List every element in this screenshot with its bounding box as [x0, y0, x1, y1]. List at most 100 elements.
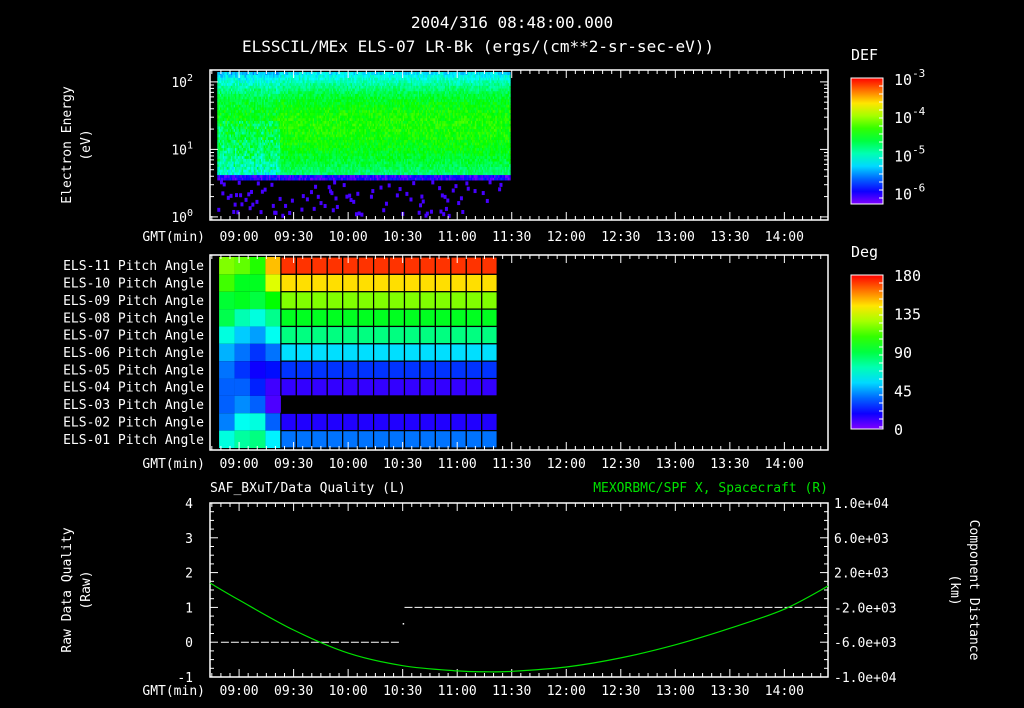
spectrogram-cell [262, 158, 264, 162]
spectrogram-cell [304, 74, 307, 78]
spectrogram-cell [315, 161, 318, 165]
spectrogram-cell [314, 172, 316, 176]
spectrogram-cell [329, 163, 331, 167]
spectrogram-cell [247, 131, 249, 135]
spectrogram-cell [326, 150, 328, 154]
spectrogram-cell [331, 120, 334, 124]
spectrogram-cell [240, 202, 244, 207]
spectrogram-cell [383, 139, 386, 143]
spectrogram-cell [311, 134, 313, 138]
spectrogram-cell [232, 107, 234, 111]
spectrogram-cell [322, 82, 324, 86]
spectrogram-cell [243, 117, 245, 121]
spectrogram-cell [217, 174, 219, 178]
spectrogram-cell [262, 74, 264, 78]
spectrogram-cell [255, 131, 258, 135]
spectrogram-cell [247, 142, 249, 146]
spectrogram-cell [364, 120, 367, 124]
spectrogram-cell [375, 150, 378, 154]
spectrogram-cell [315, 115, 318, 119]
spectrogram-cell [270, 131, 273, 135]
spectrogram-cell [369, 150, 372, 154]
spectrogram-cell [337, 155, 339, 159]
spectrogram-cell [333, 145, 335, 149]
spectrogram-cell [224, 166, 226, 170]
spectrogram-cell [326, 134, 328, 138]
spectrogram-cell [361, 80, 364, 84]
spectrogram-cell [344, 161, 346, 165]
spectrogram-cell [345, 131, 348, 135]
spectrogram-cell [244, 142, 247, 146]
spectrogram-cell [229, 101, 232, 105]
spectrogram-cell [323, 88, 326, 92]
spectrogram-cell [247, 147, 249, 151]
spectrogram-cell [335, 90, 338, 94]
spectrogram-cell [255, 120, 258, 124]
spectrogram-cell [380, 109, 383, 113]
spectrogram-cell [376, 72, 379, 76]
spectrogram-cell [296, 172, 299, 176]
spectrogram-cell [348, 169, 350, 173]
spectrogram-cell [290, 150, 293, 154]
spectrogram-cell [300, 177, 303, 181]
spectrogram-cell [333, 90, 335, 94]
spectrogram-cell [348, 96, 350, 100]
spectrogram-cell [320, 172, 323, 176]
spectrogram-cell [234, 169, 237, 173]
spectrogram-cell [357, 134, 360, 138]
spectrogram-cell [284, 85, 286, 89]
spectrogram-cell [269, 90, 271, 94]
spectrogram-cell [335, 147, 338, 151]
spectrogram-cell [311, 120, 313, 124]
spectrogram-cell [315, 136, 318, 140]
spectrogram-cell [226, 166, 229, 170]
spectrogram-cell [307, 77, 309, 81]
spectrogram-cell [303, 153, 305, 157]
spectrogram-cell [322, 161, 324, 165]
spectrogram-cell [296, 142, 299, 146]
spectrogram-cell [354, 153, 357, 157]
spectrogram-cell [300, 115, 303, 119]
spectrogram-cell [248, 166, 251, 170]
spectrogram-cell [314, 163, 316, 167]
spectrogram-cell [281, 139, 284, 143]
spectrogram-cell [349, 177, 352, 181]
spectrogram-cell [346, 126, 349, 130]
spectrogram-cell [376, 153, 379, 157]
spectrogram-cell [279, 74, 282, 78]
spectrogram-cell [364, 74, 367, 78]
spectrogram-cell [239, 101, 241, 105]
spectrogram-cell [281, 147, 284, 151]
spectrogram-cell [226, 107, 229, 111]
spectrogram-cell [219, 77, 222, 81]
spectrogram-cell [337, 93, 339, 97]
spectrogram-cell [376, 147, 379, 151]
spectrogram-cell [225, 155, 228, 159]
spectrogram-cell [372, 153, 375, 157]
spectrogram-cell [256, 166, 259, 170]
spectrogram-cell [309, 120, 312, 124]
spectrogram-cell [304, 131, 307, 135]
spectrogram-cell [263, 85, 266, 89]
spectrogram-cell [234, 163, 237, 167]
spectrogram-cell [233, 104, 236, 108]
spectrogram-cell [255, 74, 258, 78]
spectrogram-cell [248, 206, 252, 211]
spectrogram-cell [324, 177, 327, 181]
spectrogram-cell [365, 96, 368, 100]
spectrogram-cell [258, 107, 260, 111]
spectrogram-cell [297, 131, 300, 135]
spectrogram-cell [379, 72, 382, 76]
spectrogram-cell [376, 101, 379, 105]
spectrogram-cell [252, 131, 255, 135]
spectrogram-cell [349, 120, 352, 124]
spectrogram-cell [273, 169, 275, 173]
spectrogram-cell [293, 90, 296, 94]
spectrogram-cell [278, 196, 282, 201]
spectrogram-cell [260, 153, 263, 157]
spectrogram-cell [323, 85, 326, 89]
spectrogram-cell [327, 145, 330, 149]
spectrogram-cell [314, 112, 316, 116]
spectrogram-cell [330, 99, 333, 103]
spectrogram-cell [318, 131, 320, 135]
